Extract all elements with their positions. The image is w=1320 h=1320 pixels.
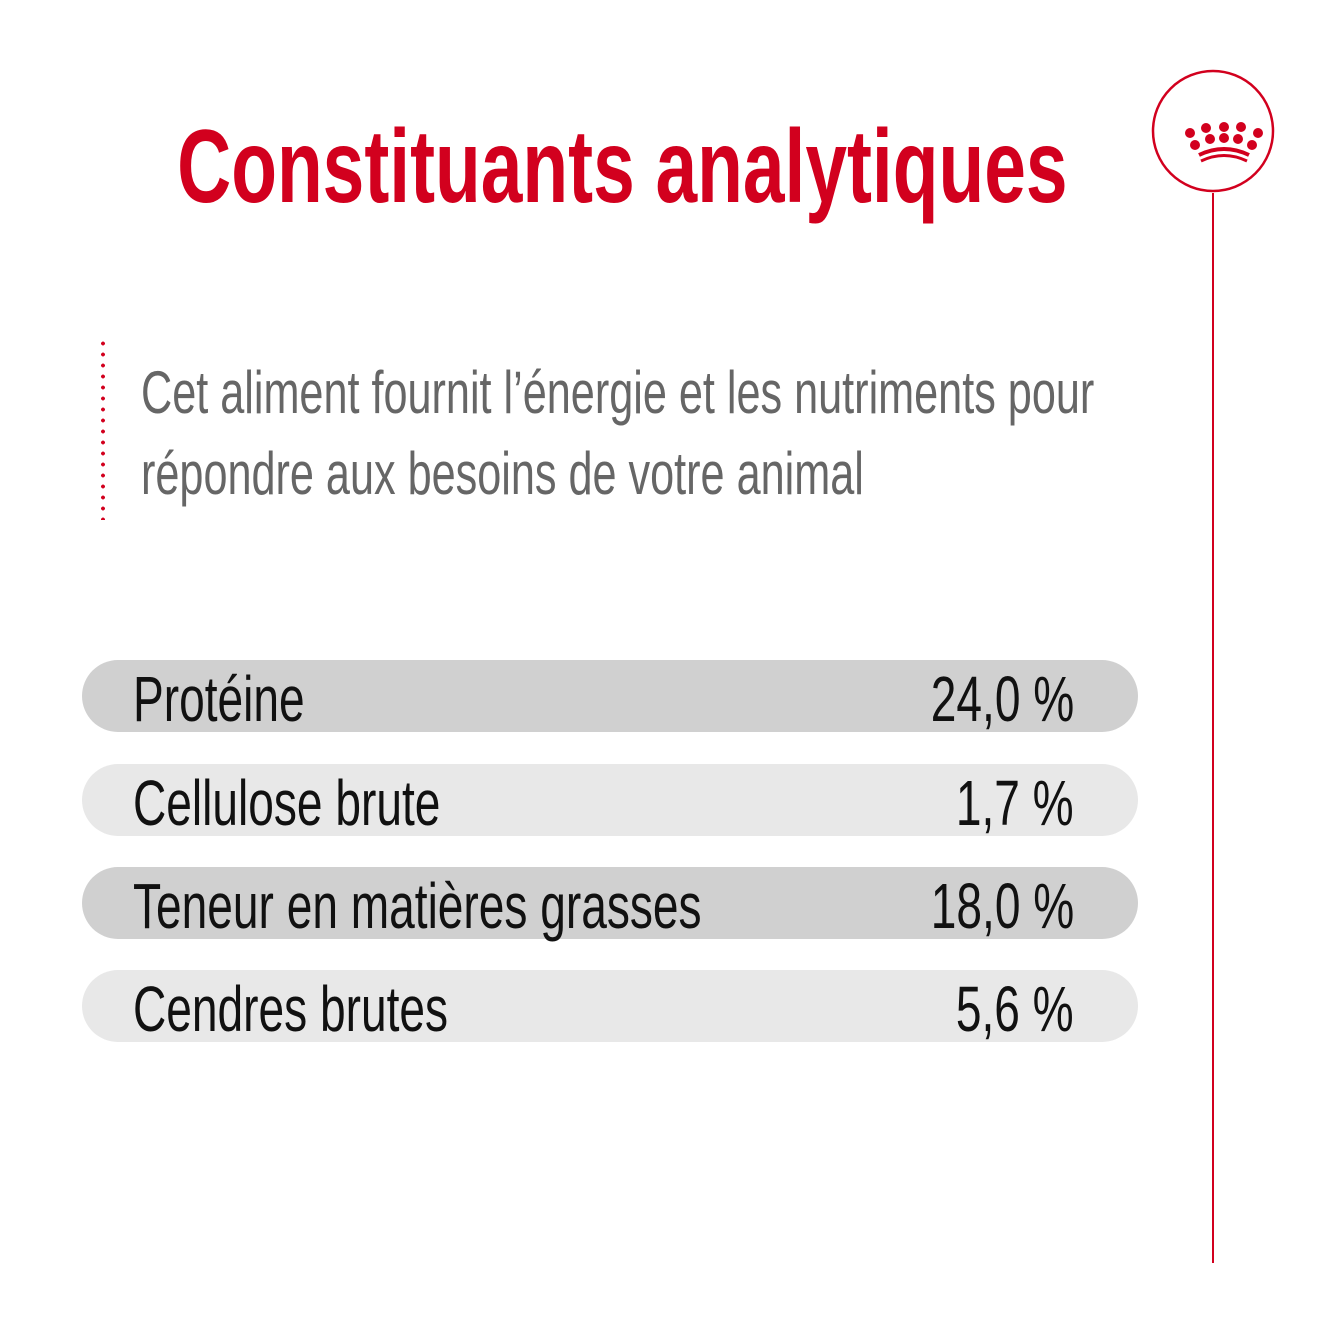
dotted-accent-line [101, 338, 105, 520]
nutrient-label: Cellulose brute [133, 767, 441, 839]
nutrient-row-fiber: Cellulose brute 1,7 % [82, 764, 1138, 839]
crown-logo-icon [1151, 69, 1275, 193]
nutrient-row-ash: Cendres brutes 5,6 % [82, 970, 1138, 1045]
description-line-1: Cet aliment fournit l’énergie et les nut… [141, 359, 1095, 426]
vertical-divider [1212, 193, 1214, 1263]
nutrient-value: 1,7 % [956, 767, 1074, 839]
nutrient-label: Protéine [133, 663, 305, 735]
nutrient-label: Cendres brutes [133, 973, 449, 1045]
nutrient-value: 18,0 % [930, 870, 1074, 942]
nutrient-row-fat: Teneur en matières grasses 18,0 % [82, 867, 1138, 942]
page-title: Constituants analytiques [177, 109, 1068, 225]
nutrient-label: Teneur en matières grasses [133, 870, 702, 942]
nutrient-value: 24,0 % [930, 663, 1074, 735]
nutrient-value: 5,6 % [956, 973, 1074, 1045]
nutrient-row-protein: Protéine 24,0 % [82, 660, 1138, 735]
description-line-2: répondre aux besoins de votre animal [141, 440, 864, 507]
